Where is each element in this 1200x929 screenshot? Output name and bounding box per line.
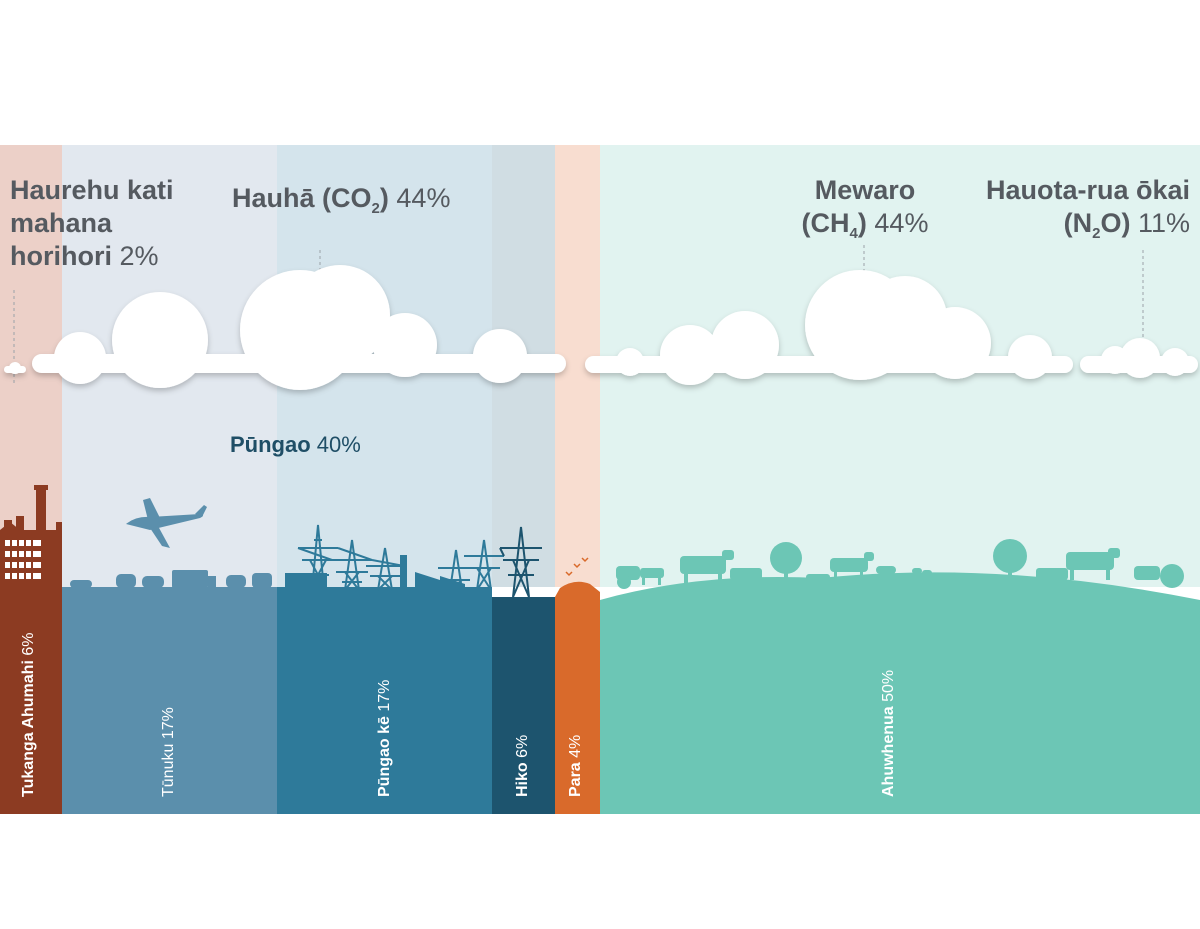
tree-icon [770, 542, 802, 588]
vehicles-icon [70, 570, 272, 588]
farm-icons [616, 539, 1184, 589]
sector-label-transport: Tūnuku 17% [160, 707, 178, 797]
sector-percent: 4% [567, 734, 584, 758]
cow-icon [640, 568, 664, 585]
sector-bars [0, 572, 1200, 814]
bar-electricity [492, 597, 555, 814]
gas-formula: (CH4) [801, 208, 867, 242]
cow-icon [680, 550, 734, 584]
sector-label-industrial: Tukanga Ahumahi 6% [20, 633, 38, 797]
gas-name-line3: horihori [10, 241, 112, 271]
pylon-icon-hiko [499, 526, 542, 598]
cow-icon [806, 574, 830, 583]
gas-name-line2: mahana [10, 208, 113, 238]
cloud-synthetic [4, 362, 26, 374]
airplane-icon [126, 498, 207, 548]
sector-label-electricity: Hiko 6% [514, 735, 532, 797]
pylon-icons-electricity [438, 539, 504, 591]
cloud-co2 [32, 265, 566, 390]
sector-name: Ahuwhenua [880, 706, 897, 797]
cow-icon [1036, 568, 1068, 580]
gas-percent: 44% [396, 183, 451, 213]
tree-icon [993, 539, 1027, 588]
fossil-fuels-name: Pūngao [230, 432, 311, 457]
cow-icon [1066, 548, 1120, 580]
gas-name: Hauota-rua ōkai [985, 175, 1190, 205]
gas-label-co2: Hauhā (CO2) 44% [232, 182, 451, 217]
gas-label-synthetic: Haurehu kati mahana horihori 2% [10, 174, 174, 273]
gas-name: Hauhā [232, 183, 315, 213]
gas-formula: (CO2) [322, 183, 389, 217]
sector-percent: 17% [376, 679, 393, 712]
sector-label-other-energy: Pūngao kē 17% [376, 680, 394, 797]
cow-icon [730, 568, 762, 588]
tractor-icon [1134, 564, 1184, 588]
factory-icon [0, 485, 62, 587]
bar-transport [62, 587, 277, 814]
sector-label-waste: Para 4% [567, 735, 585, 797]
sector-percent: 6% [514, 734, 531, 758]
sheep-icon [876, 566, 932, 576]
gas-percent: 44% [874, 208, 929, 238]
gas-label-n2o: Hauota-rua ōkai (N2O) 11% [968, 174, 1190, 242]
sector-label-agriculture: Ahuwhenua 50% [880, 670, 898, 797]
sector-percent: 6% [20, 632, 37, 656]
gas-percent: 11% [1137, 208, 1190, 238]
gas-name-line1: Haurehu kati [10, 175, 174, 205]
bar-other-energy [277, 587, 492, 814]
bar-industrial [0, 587, 62, 814]
sector-percent: 17% [160, 707, 177, 740]
pylon-icons-energy [297, 524, 405, 591]
sector-name: Pūngao kē [376, 716, 393, 797]
sector-name: Hiko [514, 762, 531, 797]
sector-name: Tūnuku [160, 743, 177, 797]
cloud-n2o [1080, 338, 1198, 378]
gas-name: Mewaro [814, 175, 916, 205]
gas-percent: 2% [119, 241, 159, 271]
birds-icon [565, 557, 589, 577]
sector-name: Para [567, 762, 584, 797]
cow-icon [830, 552, 874, 580]
clouds [4, 265, 1198, 390]
fossil-fuels-percent: 40% [316, 432, 361, 457]
gas-formula: (N2O) [1063, 208, 1131, 242]
bar-waste [555, 581, 600, 814]
gas-label-ch4: Mewaro (CH4) 44% [770, 174, 960, 242]
sector-name: Tukanga Ahumahi [20, 660, 37, 797]
sector-percent: 50% [880, 669, 897, 702]
cloud-ch4 [585, 270, 1073, 385]
fossil-fuels-label: Pūngao 40% [230, 432, 361, 458]
tractor-icon [616, 566, 640, 589]
bar-agriculture [600, 572, 1200, 814]
